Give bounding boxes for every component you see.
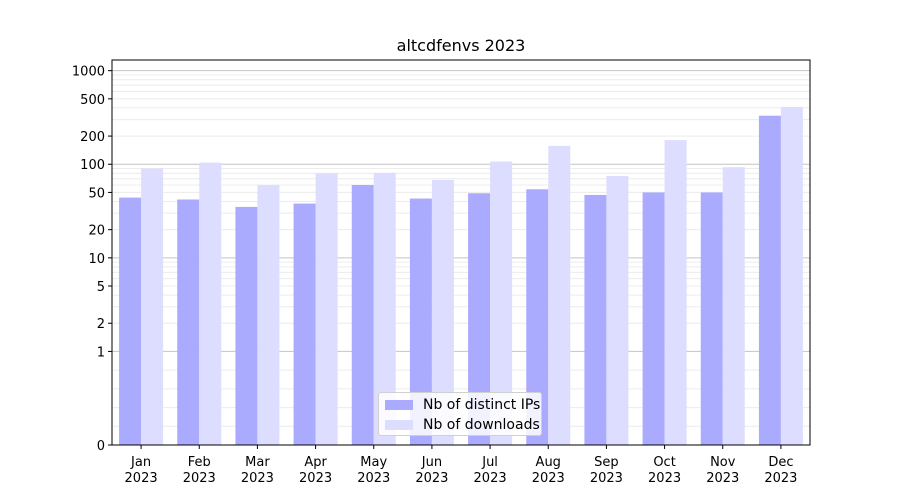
bar-downloads bbox=[664, 140, 687, 446]
x-tick-label-year: 2023 bbox=[357, 471, 390, 486]
x-tick-label-year: 2023 bbox=[590, 471, 623, 486]
x-tick-label-month: Nov bbox=[710, 455, 736, 470]
bar-distinct-ips bbox=[235, 206, 258, 445]
bar-distinct-ips bbox=[700, 192, 723, 445]
x-tick-label-month: Mar bbox=[245, 455, 270, 470]
y-tick-label: 0 bbox=[97, 439, 105, 454]
x-tick-label-month: Apr bbox=[304, 455, 327, 470]
x-tick-label-month: Dec bbox=[768, 455, 793, 470]
bar-downloads bbox=[315, 173, 338, 445]
x-tick-label-month: Jun bbox=[421, 455, 442, 470]
x-tick-label-year: 2023 bbox=[532, 471, 565, 486]
x-tick-label-month: May bbox=[360, 455, 387, 470]
x-tick-label-year: 2023 bbox=[764, 471, 797, 486]
bar-distinct-ips bbox=[351, 185, 374, 445]
bar-downloads bbox=[257, 185, 280, 445]
y-tick-label: 1000 bbox=[72, 65, 105, 80]
bar-distinct-ips bbox=[293, 203, 316, 445]
bar-downloads bbox=[141, 168, 164, 445]
bar-distinct-ips bbox=[177, 199, 200, 445]
x-tick-label-month: Feb bbox=[188, 455, 211, 470]
plot-frame bbox=[111, 59, 811, 446]
legend-item-downloads: Nb of downloads bbox=[385, 416, 540, 434]
y-tick-label: 5 bbox=[97, 280, 105, 295]
bar-downloads bbox=[722, 167, 745, 446]
x-tick-label-year: 2023 bbox=[125, 471, 158, 486]
x-tick-label-month: Jul bbox=[481, 455, 498, 470]
x-tick-label-month: Sep bbox=[594, 455, 619, 470]
y-tick-label: 100 bbox=[80, 158, 105, 173]
bar-downloads bbox=[373, 172, 396, 445]
x-tick-label-year: 2023 bbox=[706, 471, 739, 486]
bar-downloads bbox=[780, 106, 803, 445]
legend-swatch-distinct-ips bbox=[385, 400, 413, 410]
bar-downloads bbox=[548, 145, 571, 445]
bar-downloads bbox=[431, 179, 454, 445]
y-tick-label: 1 bbox=[97, 345, 105, 360]
bar-downloads bbox=[199, 162, 222, 445]
x-tick-label-month: Oct bbox=[653, 455, 675, 470]
y-tick-label: 200 bbox=[80, 130, 105, 145]
x-tick-label-year: 2023 bbox=[299, 471, 332, 486]
y-tick-label: 10 bbox=[88, 252, 105, 267]
legend-label-downloads: Nb of downloads bbox=[423, 417, 540, 433]
bar-distinct-ips bbox=[119, 197, 142, 445]
legend: Nb of distinct IPs Nb of downloads bbox=[378, 392, 542, 436]
y-tick-label: 20 bbox=[88, 224, 105, 239]
y-tick-label: 2 bbox=[97, 317, 105, 332]
bar-distinct-ips bbox=[584, 194, 607, 445]
legend-item-distinct-ips: Nb of distinct IPs bbox=[385, 396, 540, 414]
bar-distinct-ips bbox=[526, 189, 549, 445]
x-tick-label-year: 2023 bbox=[415, 471, 448, 486]
x-tick-label-year: 2023 bbox=[474, 471, 507, 486]
bar-downloads bbox=[606, 175, 629, 445]
x-tick-label-year: 2023 bbox=[241, 471, 274, 486]
bar-distinct-ips bbox=[642, 192, 665, 445]
bar-distinct-ips bbox=[468, 193, 491, 445]
x-tick-label-month: Aug bbox=[536, 455, 561, 470]
legend-swatch-downloads bbox=[385, 420, 413, 430]
x-tick-label-year: 2023 bbox=[183, 471, 216, 486]
y-tick-label: 50 bbox=[88, 186, 105, 201]
x-tick-label-month: Jan bbox=[130, 455, 151, 470]
x-tick-label-year: 2023 bbox=[648, 471, 681, 486]
legend-label-distinct-ips: Nb of distinct IPs bbox=[423, 397, 541, 413]
bar-distinct-ips bbox=[409, 198, 432, 445]
bar-distinct-ips bbox=[758, 115, 781, 445]
chart-title: altcdfenvs 2023 bbox=[396, 36, 526, 55]
bar-downloads bbox=[490, 161, 513, 445]
y-tick-label: 500 bbox=[80, 93, 105, 108]
